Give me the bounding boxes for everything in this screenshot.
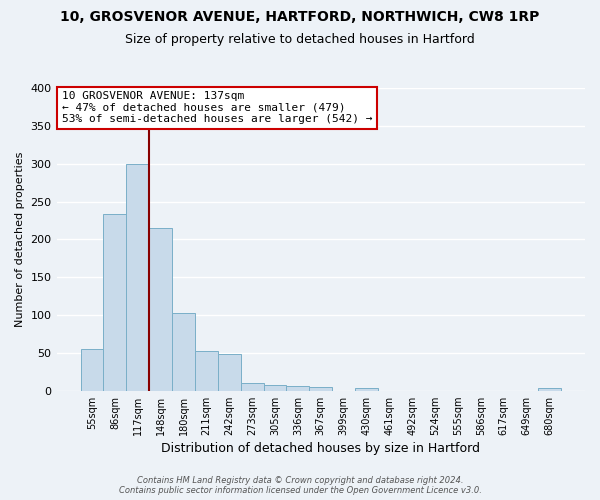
Bar	[310, 387, 332, 390]
Bar	[218, 354, 241, 390]
Bar	[172, 313, 195, 390]
Y-axis label: Number of detached properties: Number of detached properties	[15, 152, 25, 327]
Text: 10, GROSVENOR AVENUE, HARTFORD, NORTHWICH, CW8 1RP: 10, GROSVENOR AVENUE, HARTFORD, NORTHWIC…	[61, 10, 539, 24]
Bar	[127, 164, 149, 390]
Bar	[103, 214, 127, 390]
Bar	[195, 352, 218, 391]
Bar	[286, 386, 310, 390]
Bar	[355, 388, 378, 390]
Bar	[80, 349, 103, 391]
Text: Size of property relative to detached houses in Hartford: Size of property relative to detached ho…	[125, 32, 475, 46]
Bar	[263, 386, 286, 390]
X-axis label: Distribution of detached houses by size in Hartford: Distribution of detached houses by size …	[161, 442, 480, 455]
Bar	[149, 228, 172, 390]
Text: Contains HM Land Registry data © Crown copyright and database right 2024.
Contai: Contains HM Land Registry data © Crown c…	[119, 476, 481, 495]
Bar	[241, 383, 263, 390]
Bar	[538, 388, 561, 390]
Text: 10 GROSVENOR AVENUE: 137sqm
← 47% of detached houses are smaller (479)
53% of se: 10 GROSVENOR AVENUE: 137sqm ← 47% of det…	[62, 91, 373, 124]
